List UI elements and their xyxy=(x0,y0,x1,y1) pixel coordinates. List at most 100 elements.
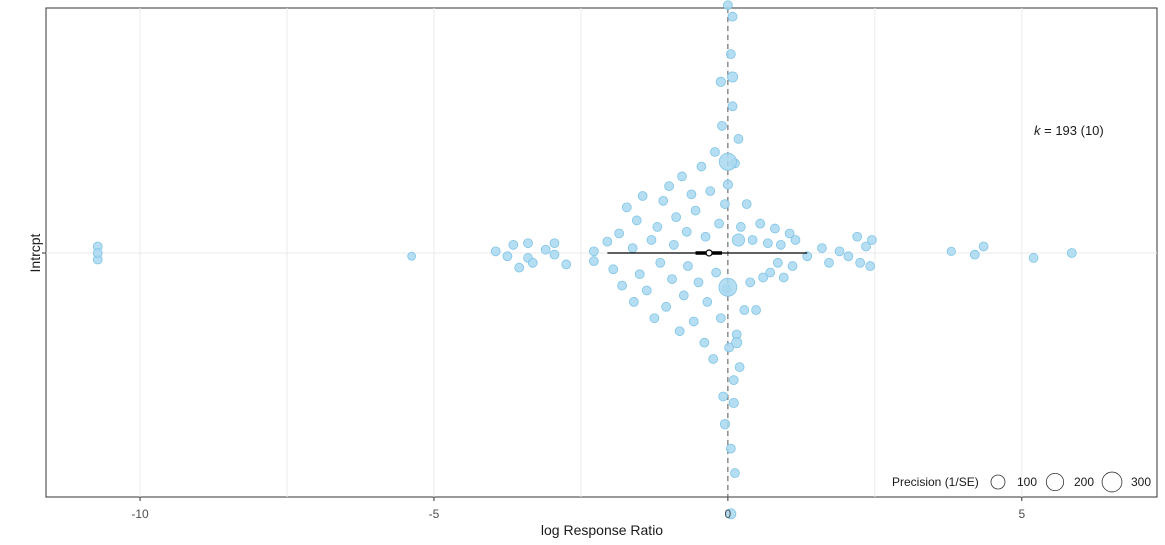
data-point xyxy=(734,362,745,372)
data-point xyxy=(641,285,652,296)
legend-label: 300 xyxy=(1131,475,1151,489)
x-tick-label: 5 xyxy=(1018,507,1025,521)
data-point xyxy=(700,231,711,242)
legend-label: 100 xyxy=(1017,475,1037,489)
data-point xyxy=(655,257,666,268)
data-point xyxy=(723,0,733,11)
data-point xyxy=(710,147,720,157)
data-point xyxy=(719,419,731,430)
data-point xyxy=(843,251,854,262)
legend-key xyxy=(990,474,1006,490)
legend-key xyxy=(1045,472,1065,492)
data-point xyxy=(834,246,845,257)
legend-key xyxy=(1101,471,1123,493)
data-point xyxy=(718,391,729,402)
data-point xyxy=(778,272,789,283)
data-point xyxy=(705,186,716,196)
data-point xyxy=(661,301,672,312)
data-point xyxy=(739,305,750,315)
data-point xyxy=(407,251,416,261)
x-axis-ticks: -10 -5 0 5 xyxy=(42,252,1025,521)
data-point xyxy=(667,274,677,284)
data-point xyxy=(770,223,780,234)
data-point xyxy=(787,261,798,271)
data-point xyxy=(699,337,710,348)
data-point xyxy=(681,226,692,237)
data-points xyxy=(92,0,1077,520)
data-point xyxy=(745,277,756,288)
data-point xyxy=(725,49,736,60)
data-point xyxy=(693,277,704,288)
data-point xyxy=(646,235,657,245)
data-point xyxy=(588,246,599,257)
data-point xyxy=(711,267,721,278)
data-point xyxy=(758,272,769,283)
data-point xyxy=(718,277,738,297)
data-point xyxy=(714,218,724,229)
data-point xyxy=(588,256,599,267)
data-point xyxy=(561,259,572,270)
data-point xyxy=(674,326,685,337)
data-point xyxy=(608,264,619,275)
data-point xyxy=(677,171,687,182)
data-point xyxy=(678,290,689,301)
data-point xyxy=(696,161,707,172)
data-point xyxy=(502,251,513,262)
estimate-group xyxy=(607,249,808,257)
data-point xyxy=(708,354,719,364)
data-point xyxy=(861,241,871,252)
data-point xyxy=(549,238,560,249)
data-point xyxy=(978,241,989,252)
data-point xyxy=(724,342,734,353)
y-axis-category-label: Intrcpt xyxy=(27,233,43,272)
data-point xyxy=(969,249,980,260)
data-point xyxy=(614,228,624,239)
data-point xyxy=(727,11,738,22)
data-point xyxy=(523,238,533,249)
data-point xyxy=(727,101,738,112)
data-point xyxy=(508,239,519,250)
data-point xyxy=(490,246,501,257)
data-point xyxy=(722,179,733,190)
legend-title: Precision (1/SE) xyxy=(892,475,979,489)
data-point xyxy=(765,267,776,278)
data-point xyxy=(747,235,758,245)
data-point xyxy=(720,199,730,209)
data-point xyxy=(549,249,560,260)
data-point xyxy=(637,191,648,201)
data-point xyxy=(688,316,699,327)
data-point xyxy=(725,508,737,520)
data-point xyxy=(540,244,551,255)
data-point xyxy=(617,280,627,291)
data-point xyxy=(514,262,525,273)
data-point xyxy=(817,243,827,253)
data-point xyxy=(730,468,740,478)
data-point xyxy=(702,297,713,307)
data-point xyxy=(602,236,613,247)
data-point xyxy=(784,228,795,239)
x-tick-label: 0 xyxy=(725,507,732,521)
data-point xyxy=(790,235,801,245)
legend-label: 200 xyxy=(1074,475,1094,489)
data-point xyxy=(683,261,693,271)
k-symbol: k xyxy=(1034,123,1042,138)
data-point xyxy=(731,337,743,349)
x-tick-label: -10 xyxy=(131,507,149,521)
data-point xyxy=(715,76,726,87)
data-point xyxy=(728,397,739,409)
data-point xyxy=(658,195,669,206)
data-point xyxy=(715,313,726,324)
data-point xyxy=(1066,248,1077,258)
mean-estimate xyxy=(705,249,713,257)
data-point xyxy=(755,218,766,229)
data-point xyxy=(824,257,834,268)
x-axis-title: log Response Ratio xyxy=(541,522,663,538)
k-annotation: k = 193 (10) xyxy=(1034,123,1104,138)
data-point xyxy=(527,257,538,268)
data-point xyxy=(628,297,639,307)
data-point xyxy=(652,222,663,232)
data-point xyxy=(731,233,745,247)
data-point xyxy=(1028,253,1039,263)
data-point xyxy=(855,257,866,268)
